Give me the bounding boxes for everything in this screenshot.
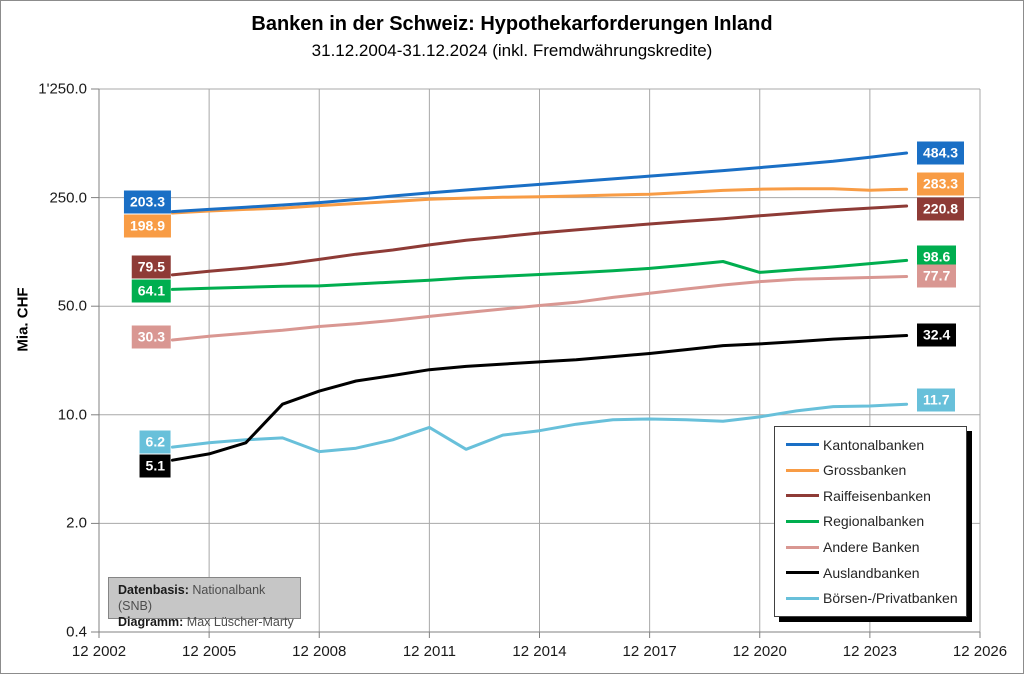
end-value-label-andere-banken: 77.7 [917, 264, 957, 288]
y-tick-label: 10.0 [57, 406, 87, 424]
x-tick-label: 12 2011 [402, 643, 456, 660]
source-label: Datenbasis: [118, 583, 189, 597]
legend-line-swatch [786, 596, 819, 600]
end-value-label-kantonalbanken: 484.3 [917, 141, 965, 165]
end-value-label-b-rsen-privatbanken: 11.7 [917, 388, 956, 412]
legend-label: Auslandbanken [823, 564, 920, 581]
series-line-raiffeisenbanken [170, 204, 909, 277]
x-tick-label: 12 2002 [71, 643, 127, 660]
legend-item-b-rsen-privatbanken: Börsen-/Privatbanken [786, 590, 966, 606]
legend-item-raiffeisenbanken: Raiffeisenbanken [786, 488, 966, 504]
source-value: Max Lüscher-Marty [186, 615, 294, 629]
x-tick-label: 12 2023 [842, 643, 897, 660]
source-label: Diagramm: [118, 615, 184, 629]
y-tick-label: 50.0 [57, 297, 87, 315]
legend-line-swatch [786, 519, 819, 523]
legend: Kantonalbanken Grossbanken Raiffeisenbanke… [774, 426, 967, 617]
legend-item-andere-banken: Andere Banken [786, 539, 966, 555]
series-line-kantonalbanken [170, 151, 909, 214]
x-tick-label: 12 2005 [182, 643, 237, 660]
legend-label: Andere Banken [823, 539, 920, 556]
series-line-grossbanken [170, 187, 909, 215]
source-box: Datenbasis: Nationalbank (SNB) Diagramm:… [108, 577, 301, 629]
x-tick-label: 12 2020 [732, 643, 787, 660]
legend-item-kantonalbanken: Kantonalbanken [786, 437, 966, 453]
legend-line-swatch [786, 443, 819, 447]
source-value: Nationalbank (SNB) [118, 583, 266, 613]
y-tick-label: 250.0 [49, 189, 87, 207]
start-value-label-regionalbanken: 64.1 [131, 279, 171, 303]
start-value-label-kantonalbanken: 203.3 [123, 190, 171, 214]
legend-line-swatch [786, 468, 819, 472]
start-value-label-auslandbanken: 5.1 [139, 454, 171, 478]
x-tick-label: 12 2014 [512, 643, 567, 660]
x-tick-label: 12 2026 [952, 643, 1008, 660]
legend-line-swatch [786, 545, 819, 549]
source-line-diagramm: Diagramm: Max Lüscher-Marty [118, 614, 300, 630]
end-value-label-raiffeisenbanken: 220.8 [917, 197, 965, 221]
legend-label: Börsen-/Privatbanken [823, 590, 958, 607]
y-tick-label: 1'250.0 [38, 80, 87, 98]
chart-title: Banken in der Schweiz: Hypothekarforderu… [251, 13, 773, 35]
x-tick-label: 12 2008 [292, 643, 347, 660]
legend-line-swatch [786, 571, 819, 575]
legend-label: Raiffeisenbanken [823, 487, 931, 504]
end-value-label-regionalbanken: 98.6 [917, 245, 957, 269]
start-value-label-b-rsen-privatbanken: 6.2 [139, 430, 171, 454]
legend-label: Grossbanken [823, 462, 907, 479]
series-line-regionalbanken [170, 258, 909, 291]
y-tick-label: 2.0 [66, 514, 87, 532]
legend-item-regionalbanken: Regionalbanken [786, 513, 966, 529]
start-value-label-andere-banken: 30.3 [131, 325, 171, 349]
y-tick-label: 0.4 [66, 623, 87, 641]
series-line-auslandbanken [170, 334, 909, 462]
start-value-label-grossbanken: 198.9 [123, 214, 171, 238]
series-line-andere-banken [170, 275, 909, 342]
start-value-label-raiffeisenbanken: 79.5 [131, 255, 171, 279]
legend-item-grossbanken: Grossbanken [786, 462, 966, 478]
end-value-label-auslandbanken: 32.4 [917, 323, 957, 347]
legend-item-auslandbanken: Auslandbanken [786, 565, 966, 581]
chart-subtitle: 31.12.2004-31.12.2024 (inkl. Fremdwährun… [311, 41, 713, 60]
legend-label: Regionalbanken [823, 513, 925, 530]
end-value-label-grossbanken: 283.3 [917, 172, 965, 196]
legend-line-swatch [786, 494, 819, 498]
source-line-databasis: Datenbasis: Nationalbank (SNB) [118, 582, 300, 614]
series-line-b-rsen-privatbanken [170, 402, 909, 454]
legend-label: Kantonalbanken [823, 436, 925, 453]
x-tick-label: 12 2017 [622, 643, 677, 660]
